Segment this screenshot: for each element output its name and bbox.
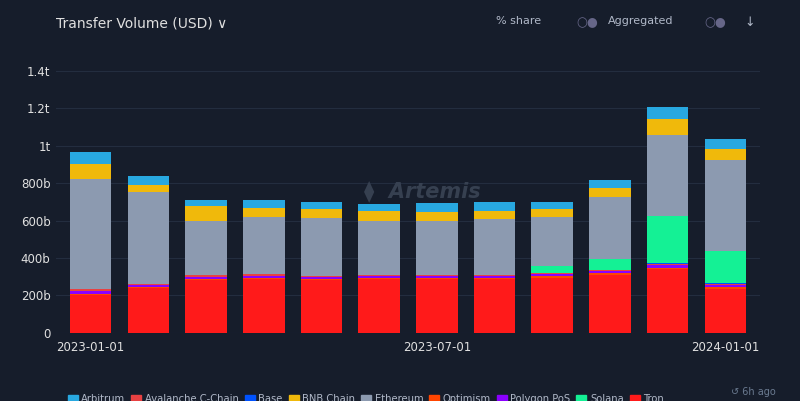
Bar (416, 278, 458, 279)
Bar (70, 289, 111, 291)
Bar (243, 278, 285, 279)
Bar (70, 164, 111, 179)
Bar (186, 206, 227, 221)
Bar (416, 275, 458, 276)
Bar (589, 270, 630, 271)
Bar (127, 185, 169, 192)
Bar (705, 289, 746, 333)
Bar (705, 286, 746, 288)
Text: ○●: ○● (704, 16, 726, 29)
Bar (531, 217, 573, 266)
Bar (358, 211, 400, 221)
Text: ○●: ○● (576, 16, 598, 29)
Bar (474, 219, 515, 275)
Bar (301, 219, 342, 275)
Text: ⧫  Artemis: ⧫ Artemis (364, 182, 480, 203)
Bar (416, 221, 458, 275)
Bar (358, 276, 400, 278)
Bar (186, 277, 227, 279)
Bar (243, 200, 285, 208)
Bar (186, 279, 227, 280)
Bar (70, 152, 111, 164)
Bar (531, 266, 573, 273)
Bar (70, 179, 111, 289)
Text: Aggregated: Aggregated (608, 16, 674, 26)
Bar (127, 286, 169, 287)
Bar (70, 294, 111, 296)
Bar (531, 273, 573, 274)
Bar (243, 217, 285, 274)
Bar (243, 208, 285, 217)
Bar (531, 274, 573, 276)
Bar (474, 202, 515, 211)
Bar (589, 259, 630, 270)
Bar (647, 136, 689, 216)
Bar (358, 221, 400, 275)
Bar (301, 280, 342, 333)
Bar (416, 212, 458, 221)
Bar (705, 149, 746, 160)
Bar (589, 180, 630, 188)
Bar (474, 276, 515, 278)
Bar (358, 204, 400, 211)
Bar (589, 271, 630, 273)
Bar (127, 288, 169, 333)
Bar (127, 284, 169, 286)
Bar (647, 216, 689, 263)
Bar (301, 279, 342, 280)
Bar (474, 275, 515, 276)
Bar (416, 279, 458, 333)
Bar (301, 277, 342, 279)
Bar (301, 275, 342, 277)
Bar (705, 283, 746, 284)
Bar (705, 160, 746, 251)
Bar (705, 139, 746, 149)
Legend: Arbitrum, Avalanche C-Chain, Base, BNB Chain, Ethereum, Optimism, Polygon PoS, S: Arbitrum, Avalanche C-Chain, Base, BNB C… (68, 394, 664, 401)
Bar (243, 274, 285, 276)
Text: % share: % share (496, 16, 541, 26)
Bar (243, 276, 285, 278)
Bar (705, 288, 746, 289)
Bar (531, 276, 573, 277)
Bar (589, 275, 630, 333)
Bar (127, 192, 169, 284)
Bar (186, 221, 227, 275)
Bar (416, 276, 458, 278)
Bar (243, 279, 285, 333)
Bar (186, 200, 227, 206)
Bar (70, 296, 111, 333)
Bar (474, 278, 515, 279)
Bar (705, 251, 746, 283)
Bar (647, 263, 689, 265)
Bar (647, 265, 689, 268)
Bar (647, 119, 689, 136)
Bar (186, 280, 227, 333)
Bar (70, 291, 111, 294)
Bar (416, 203, 458, 212)
Bar (358, 278, 400, 279)
Text: ↓: ↓ (744, 16, 754, 29)
Bar (186, 275, 227, 277)
Bar (301, 202, 342, 209)
Bar (531, 209, 573, 217)
Bar (589, 273, 630, 275)
Bar (531, 277, 573, 333)
Bar (531, 202, 573, 209)
Bar (647, 107, 689, 119)
Bar (589, 188, 630, 197)
Bar (474, 211, 515, 219)
Text: ↺ 6h ago: ↺ 6h ago (731, 387, 776, 397)
Bar (127, 176, 169, 185)
Bar (705, 284, 746, 286)
Bar (301, 209, 342, 219)
Bar (474, 279, 515, 333)
Bar (589, 197, 630, 259)
Bar (647, 269, 689, 333)
Bar (647, 268, 689, 269)
Text: Transfer Volume (USD) ∨: Transfer Volume (USD) ∨ (56, 16, 227, 30)
Bar (358, 275, 400, 276)
Bar (127, 287, 169, 288)
Bar (358, 279, 400, 333)
